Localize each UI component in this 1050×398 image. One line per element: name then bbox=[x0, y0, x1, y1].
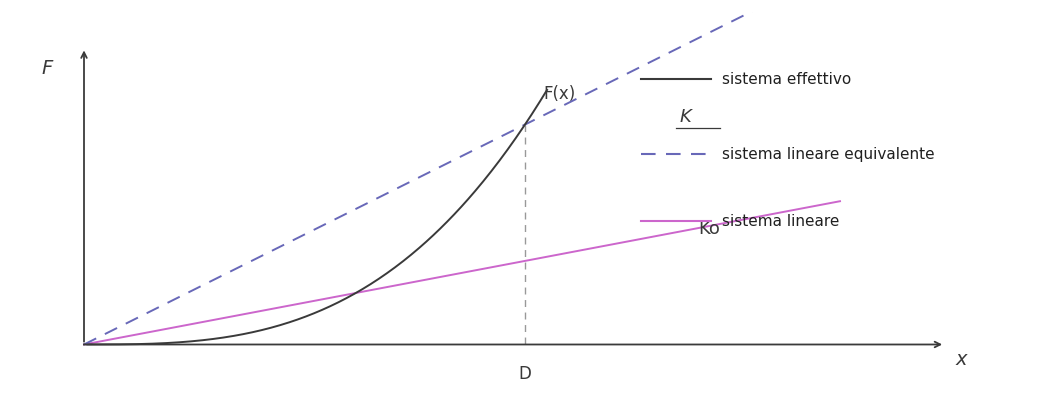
Text: F: F bbox=[42, 59, 52, 78]
Text: x: x bbox=[956, 350, 967, 369]
Text: Ko: Ko bbox=[698, 220, 719, 238]
Text: sistema effettivo: sistema effettivo bbox=[721, 72, 850, 87]
Text: sistema lineare: sistema lineare bbox=[721, 214, 839, 229]
Text: D: D bbox=[519, 365, 531, 383]
Text: K: K bbox=[679, 108, 691, 126]
Text: sistema lineare equivalente: sistema lineare equivalente bbox=[721, 146, 934, 162]
Text: F(x): F(x) bbox=[544, 84, 575, 103]
